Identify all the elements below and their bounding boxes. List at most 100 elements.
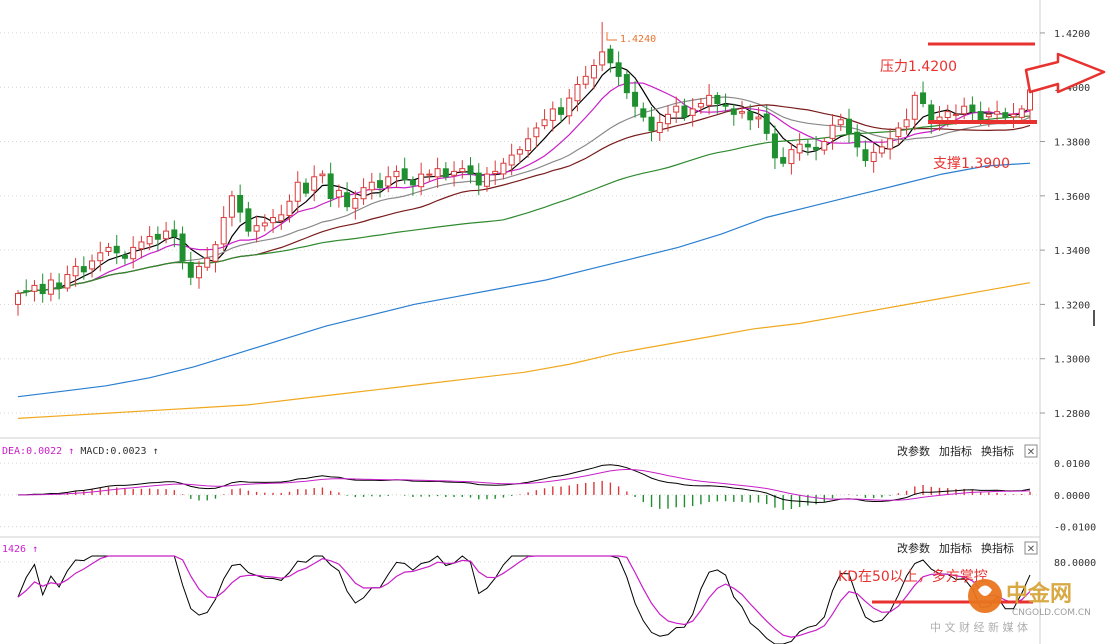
candle [516,146,523,164]
kd-info: 1426 ↑ [2,544,38,555]
candle [771,125,778,170]
price-tick-label: 1.4000 [1054,83,1090,94]
macd-value-arrow-icon: ↑ [153,446,159,457]
support-annotation: 支撑1.3900 [928,120,1037,172]
candlesticks [15,22,1033,316]
candle [796,133,803,161]
candle [352,190,359,220]
candle [525,127,532,158]
kd-d-line [17,555,1031,638]
candle [31,280,38,302]
candle [813,135,820,161]
ma-line [17,282,1031,419]
candle [615,51,622,87]
kd-swap-indicator-button[interactable]: 换指标 [981,541,1014,555]
high-marker: 1.4240 [606,32,656,45]
ma-line [17,104,1031,295]
candle [15,290,21,316]
candle [253,215,260,243]
candle [80,256,87,280]
candle [385,166,392,193]
candle [582,66,589,89]
candle [500,158,507,180]
candle [294,171,301,213]
candle [286,194,293,223]
candle [154,226,161,251]
price-tick-label: 1.2800 [1054,409,1090,420]
candle [360,178,367,206]
candle [903,108,910,135]
candle [804,139,811,156]
kd-toolbar: 改参数 加指标 换指标 ✕ [897,541,1038,555]
kd-arrow-icon: ↑ [32,544,38,555]
candle [204,246,211,271]
arrow-right-icon [1024,52,1106,94]
candle [862,140,869,167]
candle [179,226,186,270]
candle [780,147,787,167]
candle [270,208,277,233]
macd-close-icon[interactable]: ✕ [1027,447,1035,458]
candle [689,98,696,127]
candle [302,178,309,197]
price-axis: 1.4200 1.4000 1.3800 1.3600 1.3400 1.3200 1.30… [1040,29,1090,420]
candle [607,44,614,73]
candle [401,157,408,185]
candle [23,279,30,297]
candle [878,139,885,158]
kd-close-icon[interactable]: ✕ [1027,544,1035,555]
moving-averages [17,65,1031,419]
candle [648,106,655,142]
macd-dif-line [17,464,1031,504]
candle [409,176,416,196]
candle [623,70,630,99]
kd-add-indicator-button[interactable]: 加指标 [939,541,972,555]
macd-swap-indicator-button[interactable]: 换指标 [981,444,1014,458]
candle [171,220,178,248]
candle [72,258,79,287]
candle [722,93,729,112]
macd-tick-label: 0.0000 [1054,491,1090,502]
macd-info: DEA:0.0022 ↑ MACD:0.0023 ↑ [2,446,159,457]
watermark-slogan: 中 文 财 经 新 媒 体 [930,620,1028,634]
kd-close-button[interactable] [1024,541,1038,555]
candle [311,165,318,202]
candle [278,204,285,230]
kd-change-params-button[interactable]: 改参数 [897,541,930,555]
candle [994,100,1001,124]
macd-close-button[interactable] [1024,444,1038,458]
candle [138,235,145,259]
price-tick-label: 1.4200 [1054,29,1090,40]
candle [739,100,746,119]
cngold-watermark: 中金网 CNGOLD.COM.CN 中 文 财 经 新 媒 体 [930,579,1091,634]
candle [130,236,137,269]
candle [821,137,828,155]
candle [245,201,252,237]
candle [697,98,704,114]
candle [714,92,721,114]
ma-line [17,65,1031,295]
candle [763,105,770,141]
price-tick-label: 1.3400 [1054,246,1090,257]
support-label: 支撑1.3900 [933,156,1010,172]
candle [837,113,844,131]
candle [911,91,918,131]
macd-value-label: MACD:0.0023 [80,446,146,457]
candle [89,254,96,278]
kd-annotation-label: KD在50以上，多方掌控 [838,568,988,585]
candle [730,103,737,126]
macd-axis: 0.0100 0.0000 -0.0100 [1054,459,1096,533]
candle [755,107,762,129]
candle [442,162,449,181]
candle [418,162,425,196]
high-label: 1.4240 [620,34,656,45]
candle [788,143,795,175]
macd-change-params-button[interactable]: 改参数 [897,444,930,458]
macd-tick-label: -0.0100 [1054,523,1096,534]
macd-add-indicator-button[interactable]: 加指标 [939,444,972,458]
candle [212,241,219,273]
candle [895,122,902,146]
candle [319,170,326,184]
candle [97,241,104,272]
ma-line [17,162,1031,398]
